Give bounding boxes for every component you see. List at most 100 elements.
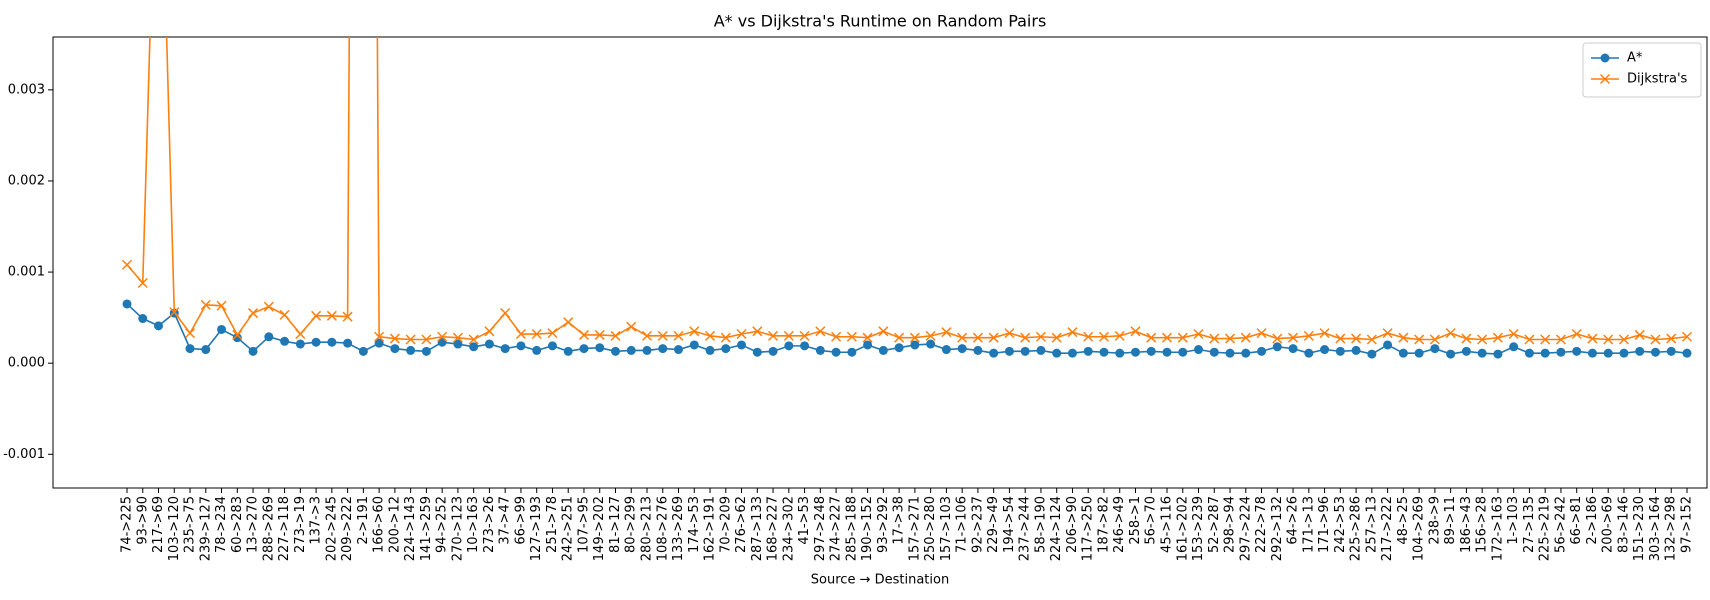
data-point: [279, 309, 290, 320]
x-tick-label: 83->146: [1616, 496, 1631, 553]
x-tick-label: 89->11: [1443, 496, 1458, 545]
data-point: [862, 332, 873, 343]
data-point: [500, 308, 511, 319]
data-point: [595, 343, 605, 353]
data-point: [752, 326, 763, 337]
data-point: [327, 337, 337, 347]
data-point: [752, 347, 762, 357]
data-point: [516, 341, 526, 351]
data-point: [390, 344, 400, 354]
data-point: [673, 330, 684, 341]
data-point: [452, 332, 463, 343]
x-tick-label: 97->152: [1680, 496, 1695, 553]
data-point: [704, 330, 716, 341]
x-tick-label: 257->13: [1364, 496, 1379, 553]
data-point: [847, 347, 857, 357]
data-point: [1004, 346, 1014, 356]
x-axis-label: Source → Destination: [811, 573, 949, 588]
data-point: [295, 328, 306, 340]
x-tick-label: 234->302: [781, 496, 796, 561]
data-point: [547, 328, 558, 339]
data-point: [1635, 346, 1645, 356]
data-point: [941, 327, 952, 338]
x-tick-label: 251->78: [545, 496, 560, 553]
data-point: [1083, 346, 1093, 356]
x-tick-label: 78->234: [214, 496, 229, 553]
data-point: [184, 328, 196, 339]
data-point: [311, 310, 322, 321]
data-point: [311, 337, 321, 347]
x-tick-label: 270->123: [450, 496, 465, 561]
data-point: [138, 314, 148, 324]
data-point: [689, 340, 699, 350]
data-point: [563, 346, 573, 356]
x-tick-label: 235->75: [183, 496, 198, 553]
data-point: [1067, 327, 1078, 338]
x-tick-label: 71->106: [955, 496, 970, 553]
x-tick-label: 258->1: [1128, 496, 1143, 545]
x-tick-label: 103->120: [167, 496, 182, 561]
data-point: [957, 332, 968, 343]
data-point: [1304, 348, 1314, 358]
data-point: [1241, 348, 1251, 358]
data-point: [831, 331, 842, 342]
data-point: [957, 344, 967, 354]
data-point: [1351, 345, 1361, 355]
y-tick-label: -0.001: [3, 447, 45, 462]
data-point: [1603, 348, 1613, 358]
data-point: [988, 332, 999, 343]
data-point: [894, 343, 904, 353]
x-tick-label: 81->127: [608, 496, 623, 553]
data-point: [216, 300, 227, 311]
data-point: [421, 334, 432, 345]
data-point: [1035, 331, 1046, 342]
x-tick-label: 37->47: [498, 496, 513, 545]
data-point: [1587, 348, 1597, 358]
data-point: [1367, 349, 1377, 359]
data-point: [1666, 333, 1677, 344]
data-point: [1036, 345, 1046, 355]
data-point: [1572, 346, 1582, 356]
x-tick-label: 117->250: [1081, 496, 1096, 561]
x-tick-label: 297->224: [1238, 496, 1253, 561]
data-point: [1209, 347, 1219, 357]
data-point: [720, 332, 731, 343]
x-tick-label: 13->270: [246, 496, 261, 553]
data-point: [1382, 328, 1393, 339]
data-point: [484, 339, 494, 349]
data-point: [925, 330, 936, 341]
x-tick-label: 190->152: [860, 496, 875, 561]
data-point: [910, 340, 920, 350]
data-point: [1177, 332, 1188, 343]
plot-area: [121, 37, 1693, 359]
x-tick-label: 224->143: [403, 496, 418, 561]
data-point: [169, 307, 180, 318]
x-tick-label: 246->49: [1112, 496, 1127, 553]
data-point: [185, 344, 195, 354]
data-point: [674, 345, 684, 355]
x-tick-label: 224->124: [1049, 496, 1064, 561]
data-point: [1599, 73, 1611, 85]
data-point: [1114, 330, 1125, 341]
x-tick-label: 238->9: [1427, 496, 1442, 545]
data-point: [500, 344, 510, 354]
data-point: [326, 310, 337, 321]
data-point: [421, 346, 431, 356]
data-point: [1335, 333, 1346, 344]
data-point: [201, 345, 211, 355]
x-tick-label: 48->25: [1396, 496, 1411, 545]
x-tick-label: 171->96: [1317, 496, 1332, 553]
data-point: [1461, 346, 1471, 356]
data-point: [1650, 334, 1661, 345]
data-point: [358, 346, 368, 356]
x-tick-label: 242->53: [1333, 496, 1348, 553]
data-point: [1288, 344, 1298, 354]
data-point: [973, 345, 983, 355]
data-point: [405, 334, 416, 345]
data-point: [1571, 328, 1582, 340]
data-point: [1351, 333, 1362, 344]
x-tick-label: 66->99: [513, 496, 528, 545]
x-tick-label: 93->90: [135, 496, 150, 545]
series-line: [126, 37, 1688, 341]
